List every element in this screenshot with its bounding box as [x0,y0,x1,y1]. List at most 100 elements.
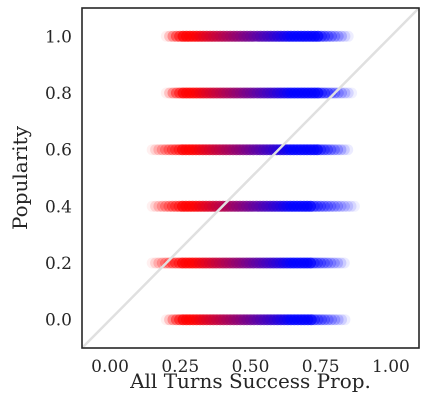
data-point [163,144,175,156]
x-tick-label: 0.50 [232,357,270,377]
data-point [315,87,327,99]
y-tick-label: 0.6 [45,141,72,161]
data-point [342,87,354,99]
data-point [321,257,333,269]
data-point [325,257,337,269]
data-point [342,144,354,156]
data-point [160,30,172,42]
data-point [328,200,340,212]
reference-diagonal-line [81,7,420,349]
data-point [325,200,337,212]
data-point [318,257,330,269]
x-tick-label: 1.00 [372,357,410,377]
plot-frame [81,7,420,349]
x-tick-label: 0.00 [91,357,129,377]
points-layer [146,30,360,326]
data-point [329,314,341,326]
data-point [319,314,331,326]
data-point [308,257,320,269]
data-point [325,30,337,42]
x-tick-label: 0.25 [161,357,199,377]
data-point [146,144,158,156]
data-point [156,144,168,156]
data-point [153,144,165,156]
data-point [339,87,351,99]
data-point [319,30,331,42]
data-point [153,200,165,212]
y-tick-label: 0.0 [45,311,72,331]
data-point [312,314,324,326]
data-point [329,30,341,42]
data-point [150,200,162,212]
data-point [309,314,320,326]
data-point [163,200,175,212]
data-point [156,200,168,212]
y-tick-label: 0.2 [45,254,72,274]
data-point [336,314,347,326]
data-point [146,200,158,212]
data-point [150,257,162,269]
data-point [345,200,357,212]
data-point [163,257,175,269]
data-point [319,87,331,99]
data-point [332,87,344,99]
data-point [160,200,172,212]
data-point [339,30,351,42]
data-point [311,257,323,269]
data-point [325,144,337,156]
data-point [338,144,350,156]
data-point [328,257,340,269]
data-point [332,314,344,326]
data-point [318,200,330,212]
data-point [164,314,176,326]
data-point [160,144,172,156]
data-point [146,257,158,269]
y-tick-label: 0.4 [45,197,72,217]
data-point [332,30,344,42]
data-point [348,200,360,212]
data-point [305,257,317,269]
data-point [311,200,323,212]
data-point [308,200,320,212]
y-tick-label: 1.0 [45,27,72,47]
data-point [315,30,327,42]
data-point [325,314,337,326]
data-point [315,314,327,326]
data-point [342,200,354,212]
data-point [338,257,350,269]
data-point [315,257,327,269]
data-point [332,144,344,156]
data-point [338,200,350,212]
data-point [160,314,172,326]
x-axis-label: All Turns Success Prop. [129,369,371,393]
data-point [164,30,176,42]
data-point [318,144,330,156]
x-tick-label: 0.75 [302,357,340,377]
data-point [335,144,347,156]
data-point [325,87,337,99]
data-point [315,144,327,156]
y-tick-label: 0.8 [45,84,72,104]
data-point [150,144,162,156]
data-point [332,200,344,212]
data-point [322,314,334,326]
data-point [328,144,340,156]
x-axis-ticks: 0.00 0.25 0.50 0.75 1.00 [91,357,410,377]
data-point [342,30,354,42]
data-point [332,257,344,269]
data-point [336,30,347,42]
data-point [305,200,317,212]
y-axis-label: Popularity [8,125,32,230]
data-point [160,87,172,99]
data-point [346,87,358,99]
data-point [164,87,176,99]
data-point [321,200,333,212]
y-axis-ticks: 0.0 0.2 0.4 0.6 0.8 1.0 [45,27,72,330]
data-point [321,144,333,156]
data-point [305,314,317,326]
data-point [322,30,334,42]
data-point [335,257,347,269]
data-point [315,200,327,212]
data-point [339,314,351,326]
